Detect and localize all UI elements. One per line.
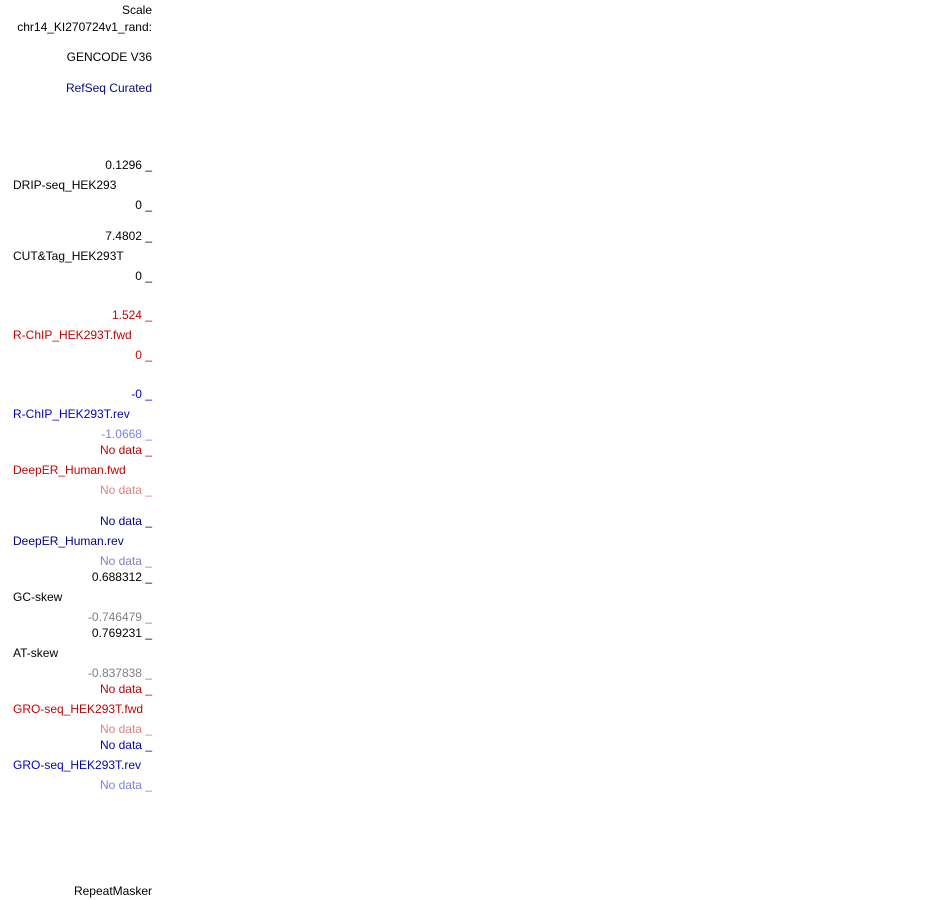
track-label-cut-tag[interactable]: CUT&Tag_HEK293T	[13, 249, 124, 263]
track-label-rchip-fwd[interactable]: R-ChIP_HEK293T.fwd	[13, 328, 132, 342]
at-skew-min-value: -0.837838	[88, 666, 152, 680]
track-label-gencode[interactable]: GENCODE V36	[66, 50, 152, 64]
track-label-deeper-rev[interactable]: DeepER_Human.rev	[13, 534, 124, 548]
cut-tag-max-value: 7.4802	[105, 229, 152, 243]
cut-tag-min-value: 0	[135, 269, 152, 283]
drip-seq-max-value: 0.1296	[105, 158, 152, 172]
deeper-fwd-min-value: No data	[100, 483, 152, 497]
gro-fwd-min-value: No data	[100, 722, 152, 736]
track-data-area[interactable]	[160, 0, 950, 900]
track-label-rchip-rev[interactable]: R-ChIP_HEK293T.rev	[13, 407, 130, 421]
gro-fwd-max-value: No data	[100, 682, 152, 696]
chromosome-label: chr14_KI270724v1_rand:	[17, 20, 152, 34]
track-label-panel: Scale chr14_KI270724v1_rand: GENCODE V36…	[0, 0, 160, 900]
track-label-refseq[interactable]: RefSeq Curated	[65, 81, 152, 95]
track-label-drip-seq[interactable]: DRIP-seq_HEK293	[13, 178, 117, 192]
drip-seq-min-value: 0	[135, 198, 152, 212]
track-label-at-skew[interactable]: AT-skew	[13, 646, 59, 660]
rchip-rev-min-value: -1.0668	[101, 427, 152, 441]
deeper-rev-max-value: No data	[100, 514, 152, 528]
rchip-fwd-min-value: 0	[135, 348, 152, 362]
scale-label: Scale	[121, 3, 152, 17]
deeper-fwd-max-value: No data	[100, 443, 152, 457]
gc-skew-max-value: 0.688312	[92, 570, 152, 584]
at-skew-max-value: 0.769231	[92, 626, 152, 640]
rchip-rev-max-value: -0	[131, 387, 152, 401]
track-label-gro-fwd[interactable]: GRO-seq_HEK293T.fwd	[13, 702, 144, 716]
track-label-gro-rev[interactable]: GRO-seq_HEK293T.rev	[13, 758, 142, 772]
track-label-repeatmasker[interactable]: RepeatMasker	[73, 884, 152, 898]
rchip-fwd-max-value: 1.524	[112, 308, 152, 322]
deeper-rev-min-value: No data	[100, 554, 152, 568]
gro-rev-max-value: No data	[100, 738, 152, 752]
gro-rev-min-value: No data	[100, 778, 152, 792]
track-label-gc-skew[interactable]: GC-skew	[13, 590, 63, 604]
gc-skew-min-value: -0.746479	[88, 610, 152, 624]
track-label-deeper-fwd[interactable]: DeepER_Human.fwd	[13, 463, 126, 477]
